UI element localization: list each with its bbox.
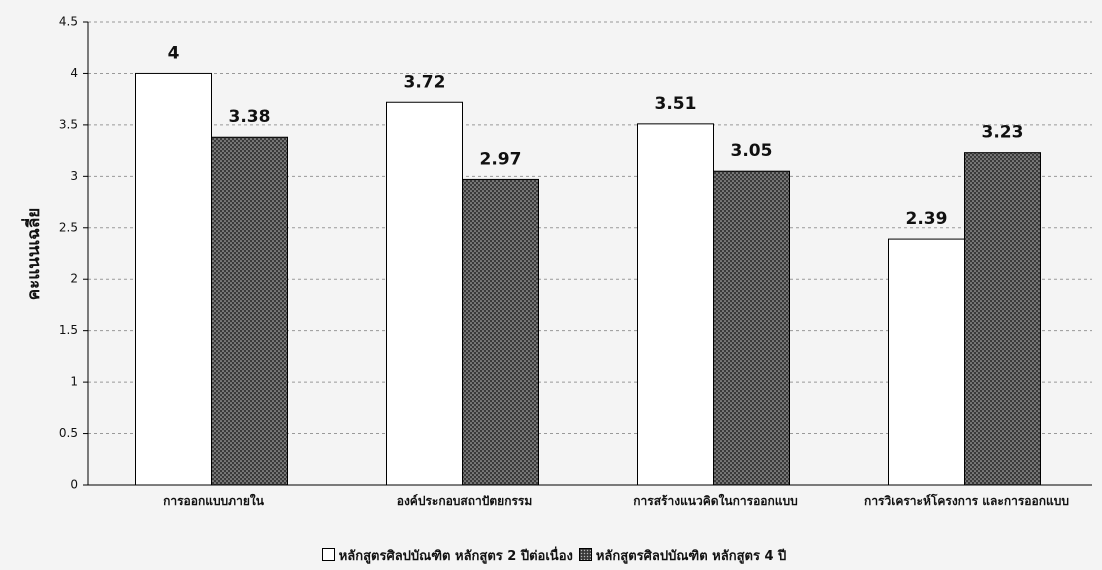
y-tick-label: 2.5 (59, 220, 78, 234)
data-label: 3.72 (404, 72, 446, 92)
bar (888, 238, 965, 486)
y-tick-label: 3 (70, 169, 78, 183)
x-tick-label: การวิเคราะห์โครงการ และการออกแบบ (864, 494, 1069, 508)
bar (713, 170, 790, 486)
x-tick-label: การออกแบบภายใน (163, 494, 264, 508)
x-tick-label: องค์ประกอบสถาปัตยกรรม (396, 494, 533, 508)
data-label: 2.97 (480, 149, 522, 169)
bar (211, 136, 288, 486)
legend-label: หลักสูตรศิลปบัณฑิต หลักสูตร 4 ปี (595, 549, 787, 564)
x-tick-label: การสร้างแนวคิดในการออกแบบ (633, 494, 798, 508)
bar (964, 152, 1041, 486)
bar (386, 101, 463, 486)
legend-swatch (321, 548, 335, 561)
data-label: 3.38 (229, 107, 271, 127)
y-tick-label: 4 (70, 66, 78, 80)
bar (462, 178, 539, 486)
y-tick-label: 0.5 (59, 426, 78, 440)
y-axis-title: คะแนนเฉลี่ย (21, 208, 44, 300)
legend-label: หลักสูตรศิลปบัณฑิต หลักสูตร 2 ปีต่อเนื่อ… (338, 549, 573, 564)
y-tick-label: 1 (70, 375, 78, 389)
bar (637, 123, 714, 486)
data-label: 2.39 (906, 209, 948, 229)
y-tick-label: 3.5 (59, 117, 78, 131)
data-label: 3.51 (655, 94, 697, 114)
y-tick-label: 1.5 (59, 323, 78, 337)
bar (135, 72, 212, 486)
y-tick-label: 4.5 (59, 15, 78, 29)
y-tick-label: 0 (70, 478, 78, 492)
y-tick-label: 2 (70, 272, 78, 286)
data-label: 3.23 (982, 123, 1024, 143)
legend-swatch (578, 548, 592, 561)
data-label: 3.05 (731, 141, 773, 161)
data-label: 4 (168, 43, 180, 63)
legend: หลักสูตรศิลปบัณฑิต หลักสูตร 2 ปีต่อเนื่อ… (0, 545, 1102, 566)
